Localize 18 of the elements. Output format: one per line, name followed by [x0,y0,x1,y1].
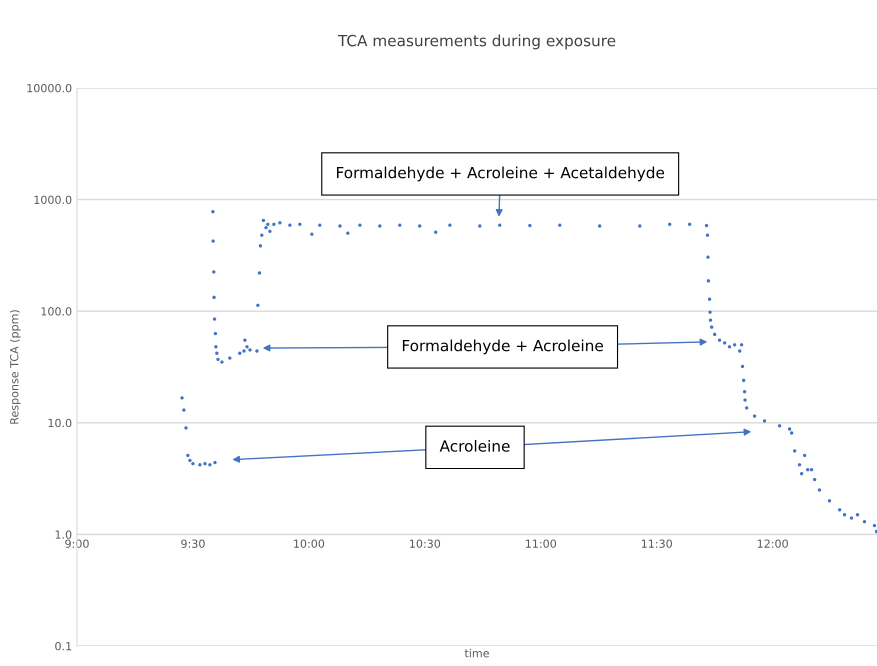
chart-title: TCA measurements during exposure [338,34,616,50]
annotation: Formaldehyde + Acroleine [402,340,603,354]
y-tick-label: 1000.0 [34,196,72,204]
y-axis-title: Response TCA (ppm) [10,310,21,424]
x-tick-label: 10:30 [410,539,440,548]
y-tick-label: 1.0 [56,530,72,539]
x-tick-label: 11:30 [642,539,672,548]
y-tick-label: 0.1 [55,642,72,650]
annotation: Acroleine [440,440,510,452]
x-tick-label: 10:00 [294,539,324,548]
x-tick-label: 12:00 [758,539,788,548]
annotation: Formaldehyde + Acroleine + Acetaldehyde [337,166,664,182]
y-tick-label: 100.0 [42,307,72,316]
y-tick-label: 10.0 [48,418,72,428]
x-tick-label: 9:30 [181,539,205,548]
x-tick-label: 11:00 [526,539,556,548]
y-tick-label: 10000.0 [27,84,72,92]
x-axis-title: time [464,648,489,658]
